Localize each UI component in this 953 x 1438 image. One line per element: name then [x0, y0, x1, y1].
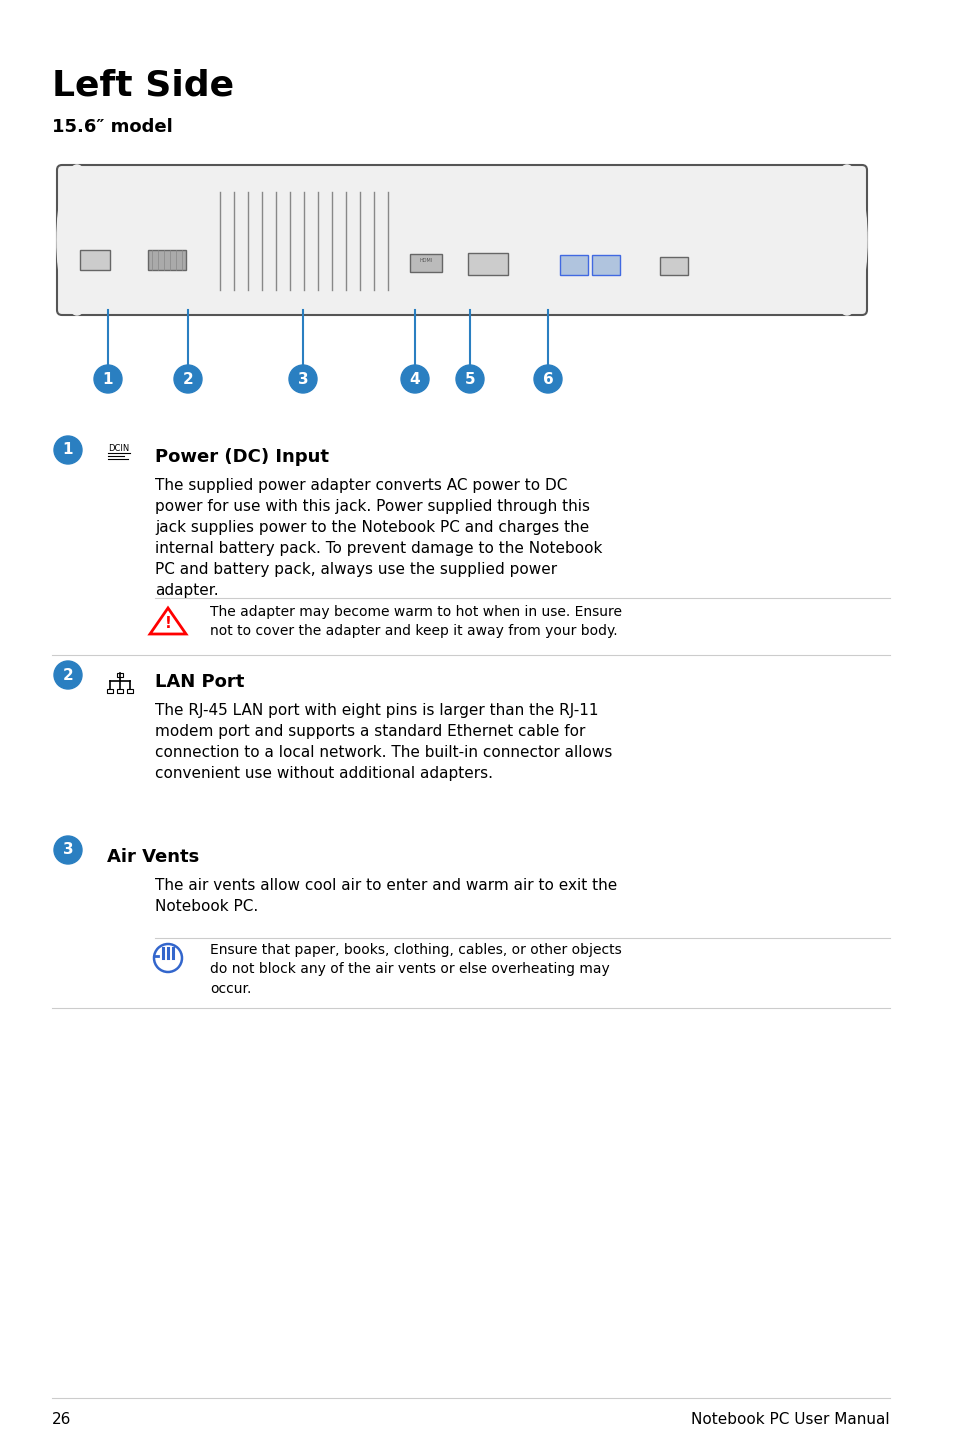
Text: Ensure that paper, books, clothing, cables, or other objects
do not block any of: Ensure that paper, books, clothing, cabl…	[210, 943, 621, 997]
Circle shape	[94, 365, 122, 393]
Circle shape	[400, 365, 429, 393]
Ellipse shape	[826, 165, 866, 315]
Bar	[410, 255, 441, 272]
Text: 4: 4	[409, 371, 420, 387]
Bar	[659, 257, 687, 275]
Bar	[80, 250, 110, 270]
Text: 5: 5	[464, 371, 475, 387]
Bar	[592, 255, 619, 275]
Circle shape	[54, 835, 82, 864]
Bar	[559, 255, 587, 275]
Text: 26: 26	[52, 1412, 71, 1426]
Text: DCIN: DCIN	[108, 444, 129, 453]
Circle shape	[456, 365, 483, 393]
Text: The adapter may become warm to hot when in use. Ensure
not to cover the adapter : The adapter may become warm to hot when …	[210, 605, 621, 638]
Bar	[127, 689, 132, 693]
Text: Air Vents: Air Vents	[107, 848, 199, 866]
Text: The supplied power adapter converts AC power to DC
power for use with this jack.: The supplied power adapter converts AC p…	[154, 477, 601, 598]
Text: The air vents allow cool air to enter and warm air to exit the
Notebook PC.: The air vents allow cool air to enter an…	[154, 879, 617, 915]
Text: 3: 3	[63, 843, 73, 857]
Bar	[148, 250, 186, 270]
Bar	[117, 689, 123, 693]
Circle shape	[54, 661, 82, 689]
Text: 3: 3	[297, 371, 308, 387]
Text: LAN Port: LAN Port	[154, 673, 244, 692]
FancyBboxPatch shape	[57, 165, 866, 315]
Text: The RJ-45 LAN port with eight pins is larger than the RJ-11
modem port and suppo: The RJ-45 LAN port with eight pins is la…	[154, 703, 612, 781]
Text: Power (DC) Input: Power (DC) Input	[154, 449, 329, 466]
Bar	[107, 689, 112, 693]
Circle shape	[289, 365, 316, 393]
Circle shape	[173, 365, 202, 393]
Bar	[468, 253, 507, 275]
Circle shape	[54, 436, 82, 464]
Text: Left Side: Left Side	[52, 68, 233, 102]
Text: 2: 2	[63, 667, 73, 683]
Text: HDMI: HDMI	[419, 259, 432, 263]
Ellipse shape	[57, 165, 97, 315]
Text: 1: 1	[103, 371, 113, 387]
Text: !: !	[164, 617, 172, 631]
Text: 1: 1	[63, 443, 73, 457]
Bar	[117, 673, 123, 677]
Circle shape	[534, 365, 561, 393]
Text: Notebook PC User Manual: Notebook PC User Manual	[691, 1412, 889, 1426]
Text: 6: 6	[542, 371, 553, 387]
Text: 15.6″ model: 15.6″ model	[52, 118, 172, 137]
Text: 2: 2	[182, 371, 193, 387]
